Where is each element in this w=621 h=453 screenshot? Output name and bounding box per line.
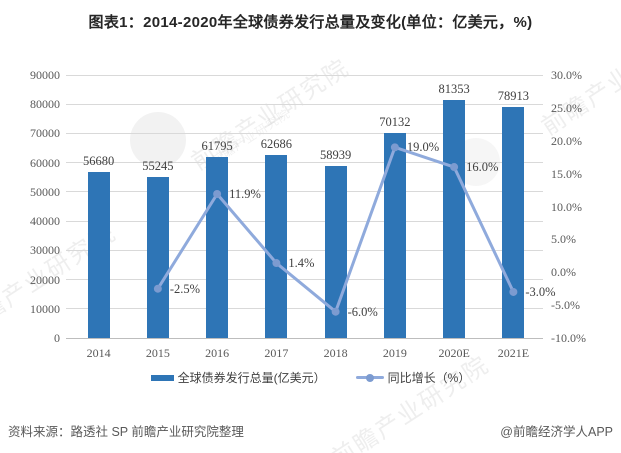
right-axis-tick-label: 5.0% bbox=[551, 232, 576, 247]
gridline bbox=[66, 191, 543, 193]
x-axis-label: 2016 bbox=[205, 346, 230, 360]
bar bbox=[383, 133, 406, 338]
x-axis-label: 2015 bbox=[145, 346, 170, 360]
left-axis-tick-label: 30000 bbox=[30, 243, 60, 258]
bar-value-label: 58939 bbox=[320, 147, 352, 162]
left-axis-tick-label: 0 bbox=[54, 331, 60, 345]
bar bbox=[443, 100, 466, 338]
left-axis-tick-label: 60000 bbox=[30, 155, 60, 170]
x-axis-label: 2017 bbox=[264, 346, 289, 360]
right-axis-tick-label: -5.0% bbox=[551, 298, 580, 313]
line-marker-icon bbox=[365, 373, 374, 382]
left-axis-tick-label: 70000 bbox=[30, 126, 60, 141]
gridline bbox=[66, 103, 543, 105]
bar-value-label: 55245 bbox=[142, 158, 174, 173]
bar bbox=[146, 176, 169, 338]
x-axis-label: 2019 bbox=[382, 346, 407, 360]
right-axis-tick-label: 30.0% bbox=[551, 68, 582, 82]
left-axis-tick-label: 50000 bbox=[30, 184, 60, 199]
gridline bbox=[66, 132, 543, 134]
line-value-label: -6.0% bbox=[347, 304, 378, 319]
chart-title: 图表1：2014-2020年全球债券发行总量及变化(单位：亿美元，%) bbox=[88, 14, 533, 31]
right-axis-tick-label: -10.0% bbox=[551, 331, 586, 345]
bar-value-label: 70132 bbox=[379, 115, 411, 130]
bar-value-label: 56680 bbox=[83, 154, 115, 169]
brand-note: @前瞻经济学人APP bbox=[500, 425, 613, 439]
source-note: 资料来源：路透社 SP 前瞻产业研究院整理 bbox=[8, 425, 244, 439]
bar-value-label: 81353 bbox=[438, 82, 470, 97]
line-series-swatch-icon bbox=[355, 373, 384, 382]
legend-item-total-issuance: 全球债券发行总量(亿美元） bbox=[150, 369, 326, 386]
left-axis-tick-label: 10000 bbox=[30, 301, 60, 316]
gridline bbox=[66, 220, 543, 222]
x-axis-label: 2020E bbox=[438, 346, 470, 360]
left-axis-tick-label: 80000 bbox=[30, 97, 60, 112]
bar-value-label: 61795 bbox=[201, 139, 233, 154]
line-value-label: 16.0% bbox=[466, 160, 499, 175]
line-value-label: 1.4% bbox=[288, 256, 315, 271]
gridline bbox=[66, 249, 543, 251]
bar bbox=[324, 165, 347, 338]
left-axis-tick-label: 40000 bbox=[30, 214, 60, 229]
right-axis-tick-label: 15.0% bbox=[551, 166, 582, 181]
line-value-label: -2.5% bbox=[169, 281, 201, 296]
left-axis-tick-label: 90000 bbox=[30, 68, 60, 82]
x-axis-label: 2014 bbox=[86, 346, 111, 360]
footer: 资料来源：路透社 SP 前瞻产业研究院整理 @前瞻经济学人APP bbox=[8, 421, 613, 440]
bar bbox=[87, 172, 110, 338]
bar bbox=[502, 107, 525, 338]
bar-value-label: 62686 bbox=[260, 136, 292, 151]
x-axis-label: 2021E bbox=[497, 346, 530, 360]
legend-label: 全球债券发行总量(亿美元） bbox=[177, 371, 326, 385]
line-value-label: 11.9% bbox=[229, 187, 261, 201]
bar-series-swatch-icon bbox=[150, 374, 174, 381]
right-axis-tick-label: 10.0% bbox=[551, 199, 582, 214]
x-axis-label: 2018 bbox=[323, 346, 348, 360]
left-axis-tick-label: 20000 bbox=[30, 272, 60, 287]
bar bbox=[265, 154, 288, 338]
bar bbox=[206, 157, 229, 338]
legend: 全球债券发行总量(亿美元） 同比增长（%） bbox=[0, 369, 621, 386]
right-axis-tick-label: 25.0% bbox=[551, 100, 582, 115]
right-axis-tick-label: 20.0% bbox=[551, 133, 582, 148]
gridline bbox=[66, 74, 543, 76]
gridline bbox=[66, 308, 543, 310]
legend-label: 同比增长（%） bbox=[387, 371, 471, 385]
right-axis-tick-label: 0.0% bbox=[551, 265, 576, 280]
x-axis-line bbox=[66, 337, 543, 339]
line-value-label: 19.0% bbox=[406, 140, 440, 155]
bar-value-label: 78913 bbox=[497, 89, 529, 104]
line-value-label: -3.0% bbox=[525, 284, 556, 299]
legend-item-yoy-growth: 同比增长（%） bbox=[355, 369, 471, 386]
gridline bbox=[66, 279, 543, 281]
